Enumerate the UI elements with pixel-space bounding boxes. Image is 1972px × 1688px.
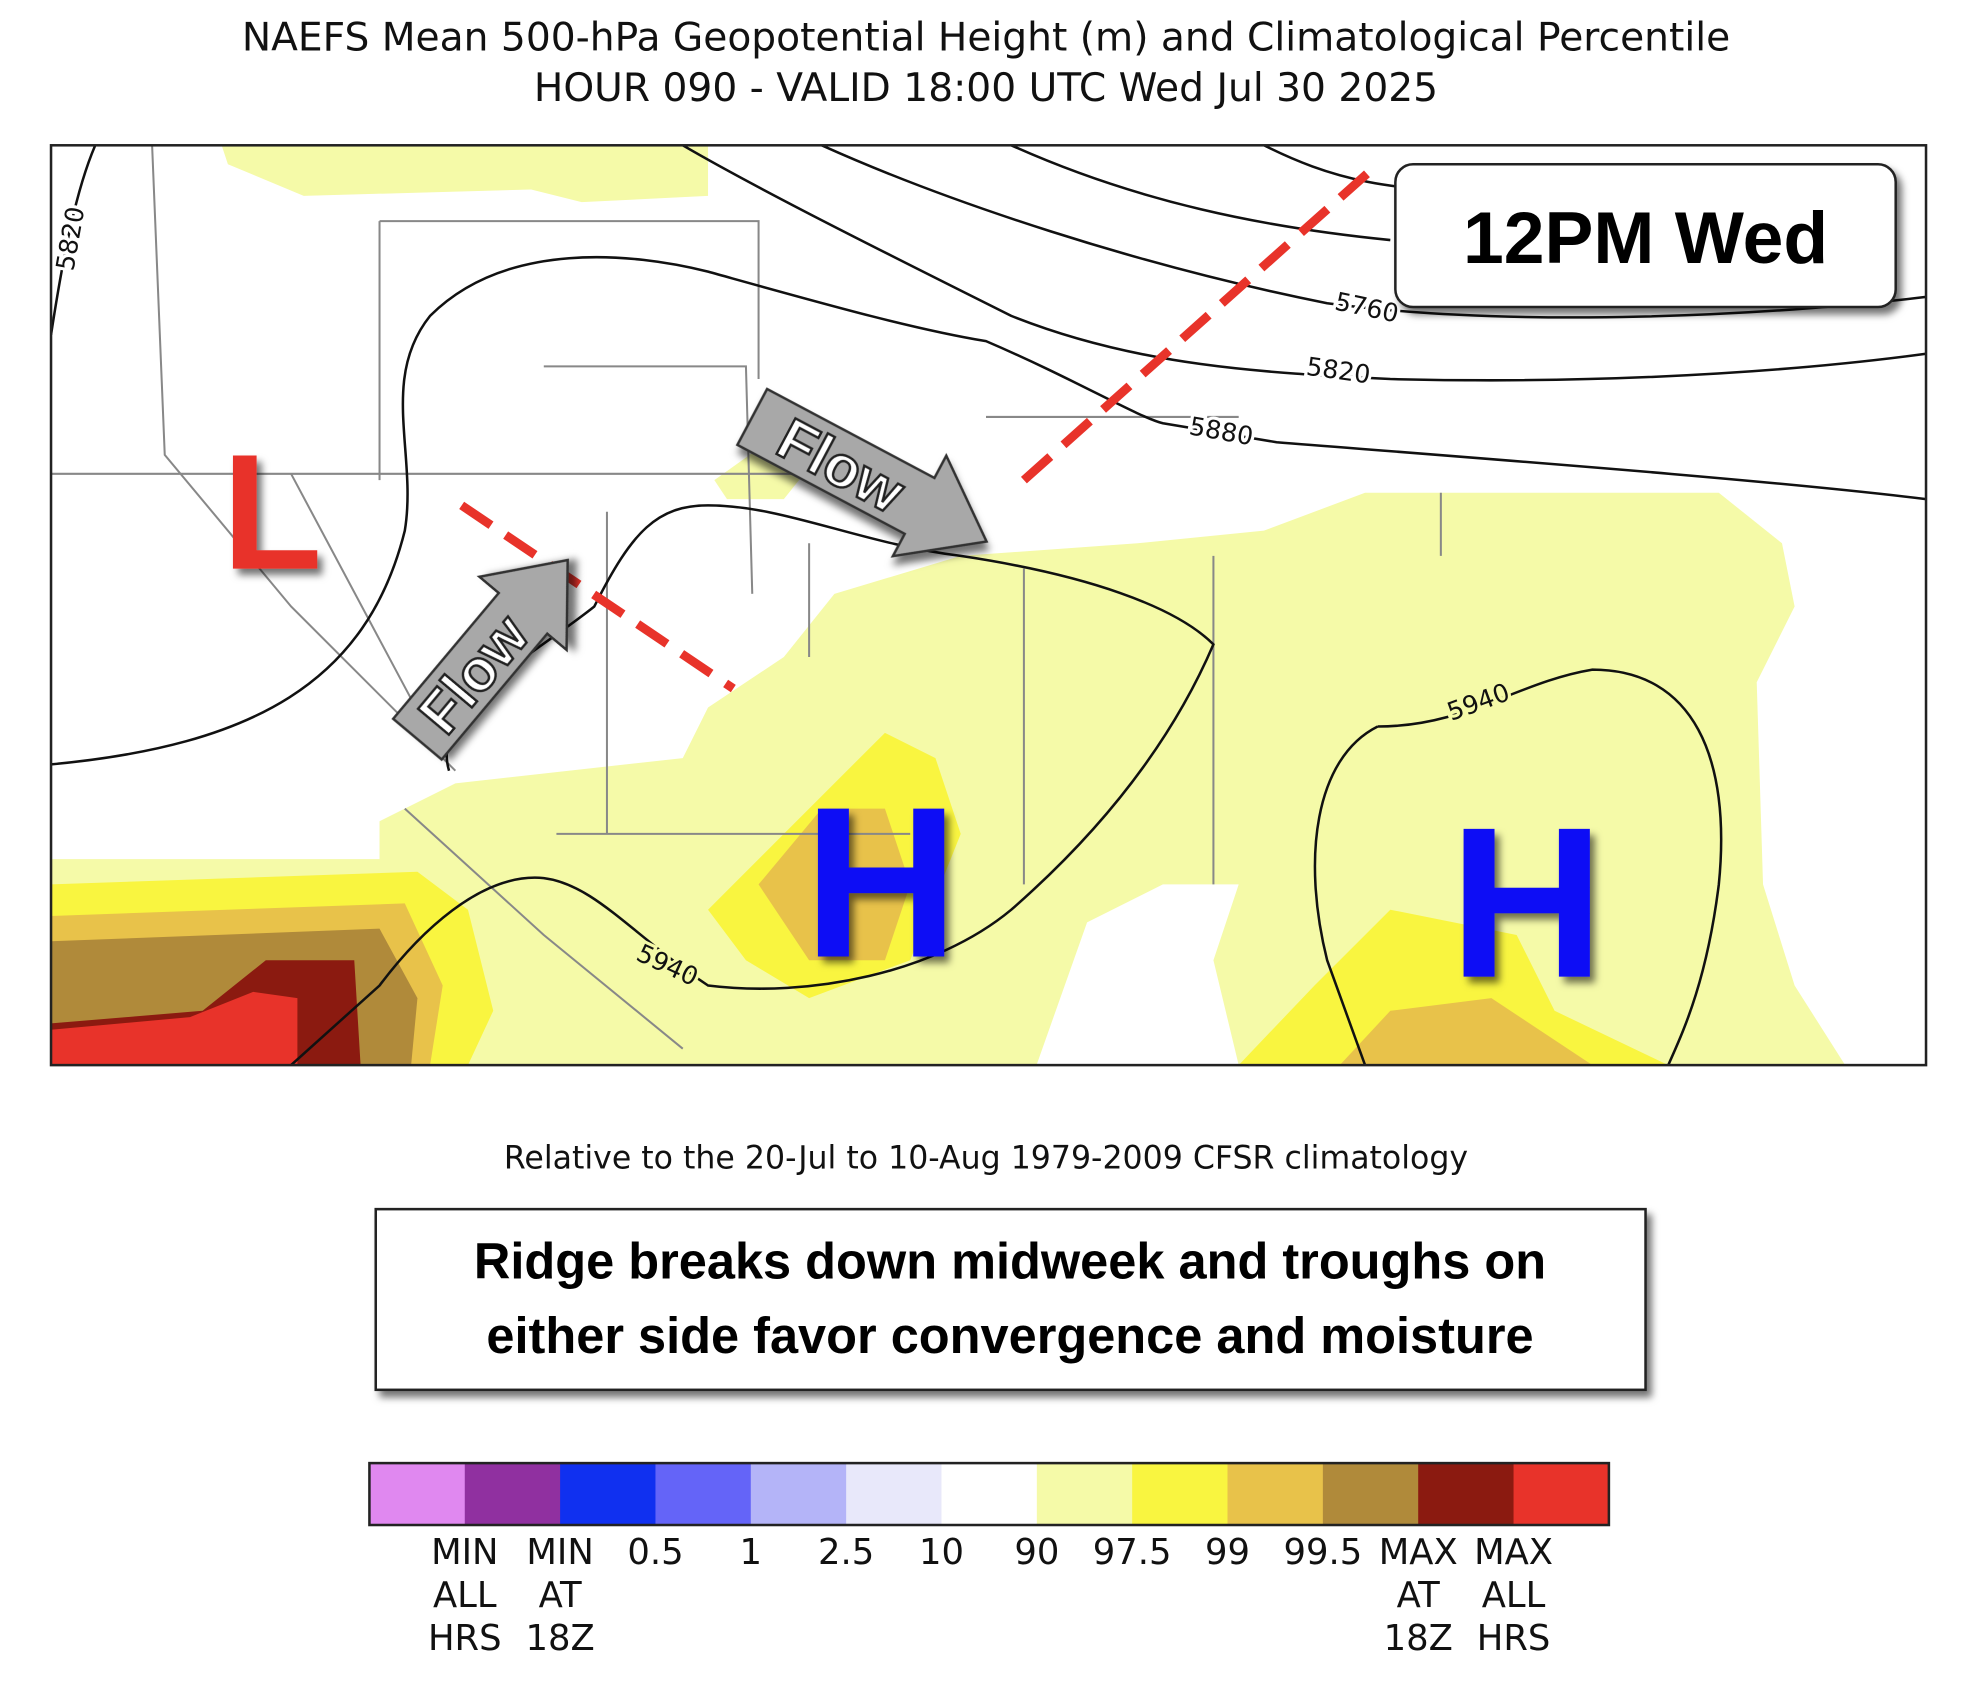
colorbar-label: MIN (526, 1532, 593, 1573)
colorbar-label: ALL (1482, 1575, 1546, 1616)
colorbar-swatch (1227, 1463, 1324, 1526)
colorbar-label: MAX (1474, 1532, 1553, 1573)
colorbar-swatch (560, 1463, 657, 1526)
callout-line: either side favor convergence and moistu… (486, 1307, 1533, 1364)
high-marker: H (804, 762, 959, 1002)
colorbar-swatch (1132, 1463, 1229, 1526)
colorbar-swatch (369, 1463, 466, 1526)
colorbar-label: 1 (740, 1532, 763, 1573)
colorbar-label: AT (1397, 1575, 1440, 1616)
contour-labels: 5820 5760 5820 5880 5940 5940 (51, 201, 1517, 995)
contour (51, 145, 97, 336)
boundaries (51, 145, 1442, 1050)
colorbar-label: HRS (1477, 1618, 1551, 1659)
subtitle: HOUR 090 - VALID 18:00 UTC Wed Jul 30 20… (534, 66, 1438, 111)
colorbar-label: 18Z (526, 1618, 595, 1659)
colorbar-swatch (1418, 1463, 1515, 1526)
state-lines (51, 220, 1442, 885)
trough-line (1020, 160, 1381, 484)
callout: Ridge breaks down midweek and troughs on… (374, 1207, 1647, 1392)
time-box-frame (1394, 162, 1897, 309)
colorbar-frame (368, 1461, 1611, 1527)
colorbar-label: AT (539, 1575, 582, 1616)
colorbar-label: 10 (919, 1532, 964, 1573)
shade-90 (221, 145, 709, 203)
callout-line: Ridge breaks down midweek and troughs on (474, 1233, 1546, 1290)
colorbar-swatch (464, 1463, 561, 1526)
colorbar-label: 90 (1014, 1532, 1059, 1573)
colorbar-label: 2.5 (818, 1532, 874, 1573)
caption: Relative to the 20-Jul to 10-Aug 1979-20… (504, 1141, 1468, 1177)
contour (821, 145, 1927, 319)
low-marker: L (222, 420, 322, 604)
contour (682, 145, 1927, 382)
colorbar-swatch (1513, 1463, 1610, 1526)
colorbar-label: 97.5 (1093, 1532, 1172, 1573)
colorbar-label: ALL (433, 1575, 497, 1616)
contour (290, 504, 1215, 1066)
state-lines (151, 145, 684, 1050)
colorbar-swatch (846, 1463, 943, 1526)
colorbar-label: 99 (1205, 1532, 1250, 1573)
colorbar-swatch (941, 1463, 1038, 1526)
colorbar-label: 18Z (1384, 1618, 1453, 1659)
trough-line (459, 501, 736, 693)
colorbar-label: MAX (1379, 1532, 1458, 1573)
colorbar-swatch (655, 1463, 752, 1526)
shade-max-all (51, 991, 298, 1066)
time-box: 12PM Wed (1394, 162, 1897, 309)
colorbar-label: 0.5 (627, 1532, 683, 1573)
map-frame (49, 144, 1928, 1067)
colorbar-swatch (1322, 1463, 1419, 1526)
arrow-shape (391, 558, 569, 762)
colorbar-label: 99.5 (1283, 1532, 1362, 1573)
time-label: 12PM Wed (1463, 197, 1828, 279)
colorbar-label: MIN (431, 1532, 498, 1573)
percentile-shading (51, 145, 1846, 1066)
colorbar-label: HRS (428, 1618, 502, 1659)
trough-axes (459, 160, 1381, 693)
high-marker: H (1449, 783, 1604, 1023)
contour (1313, 668, 1723, 1066)
arrow-shape (735, 387, 989, 558)
title: NAEFS Mean 500-hPa Geopotential Height (… (242, 16, 1730, 61)
contour (51, 255, 1927, 766)
colorbar-swatch (750, 1463, 847, 1526)
colorbar-swatch (1036, 1463, 1133, 1526)
callout-frame (374, 1207, 1647, 1392)
shade-99 (51, 808, 1593, 1066)
